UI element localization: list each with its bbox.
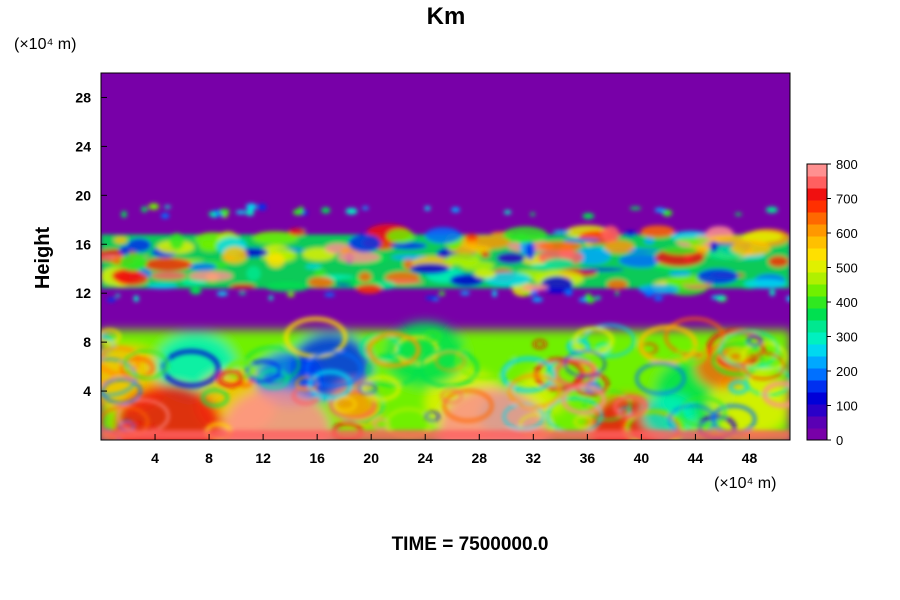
colorbar-swatch [807,224,827,237]
x-tick-label: 8 [205,450,213,466]
x-tick-label: 36 [580,450,596,466]
upper-turbulent-band [101,203,790,304]
colorbar-tick-label: 300 [836,330,858,345]
y-tick-label: 28 [75,89,91,105]
x-tick-label: 40 [634,450,650,466]
colorbar-swatch [807,248,827,261]
colorbar-tick-label: 400 [836,295,858,310]
colorbar-swatch [807,296,827,309]
colorbar-tick-label: 500 [836,261,858,276]
colorbar-swatch [807,200,827,213]
colorbar-swatch [807,176,827,189]
y-tick-label: 20 [75,187,91,203]
x-tick-label: 24 [417,450,433,466]
x-tick-label: 44 [688,450,704,466]
colorbar-tick-label: 700 [836,192,858,207]
colorbar-swatch [807,236,827,249]
y-tick-label: 16 [75,236,91,252]
y-unit-label: (×10⁴ m) [14,36,76,53]
chart-title: Km [427,3,466,30]
x-tick-label: 20 [363,450,379,466]
x-tick-label: 4 [151,450,159,466]
x-tick-label: 48 [742,450,758,466]
colorbar-swatch [807,368,827,381]
colorbar-tick-label: 800 [836,157,858,172]
x-tick-label: 28 [471,450,487,466]
colorbar-swatch [807,164,827,177]
colorbar-swatch [807,212,827,225]
y-tick-label: 8 [83,334,91,350]
y-tick-label: 24 [75,138,91,154]
colorbar-swatch [807,428,827,441]
colorbar-swatch [807,392,827,405]
y-tick-label: 12 [75,285,91,301]
colorbar-swatch [807,416,827,429]
colorbar-swatch [807,380,827,393]
colorbar-tick-label: 0 [836,433,843,448]
y-axis-ticks: 4 8 12 16 20 24 28 [75,89,107,399]
x-axis-ticks: 4 8 12 16 20 24 28 32 36 40 44 48 [151,434,757,466]
colorbar-swatch [807,332,827,345]
colorbar-swatch [807,188,827,201]
x-unit-label: (×10⁴ m) [714,475,776,492]
y-tick-label: 4 [83,383,91,399]
time-label: TIME = 7500000.0 [392,534,549,555]
colorbar-swatch [807,272,827,285]
lower-turbulent-band [101,316,790,440]
colorbar-swatch [807,344,827,357]
colorbar-tick-label: 200 [836,364,858,379]
colorbar-tick-label: 100 [836,399,858,414]
y-axis-label: Height [32,227,54,290]
colorbar: 0 100 200 300 400 500 600 700 800 [806,157,858,448]
colorbar-swatch [807,320,827,333]
plot-area [101,73,790,440]
colorbar-swatch [807,260,827,273]
plot-frame [100,72,791,441]
colorbar-swatch [807,356,827,369]
colorbar-tick-label: 600 [836,226,858,241]
x-tick-label: 32 [526,450,542,466]
x-tick-label: 16 [309,450,325,466]
colorbar-swatch [807,308,827,321]
colorbar-swatch [807,284,827,297]
colorbar-swatch [807,404,827,417]
x-tick-label: 12 [255,450,271,466]
